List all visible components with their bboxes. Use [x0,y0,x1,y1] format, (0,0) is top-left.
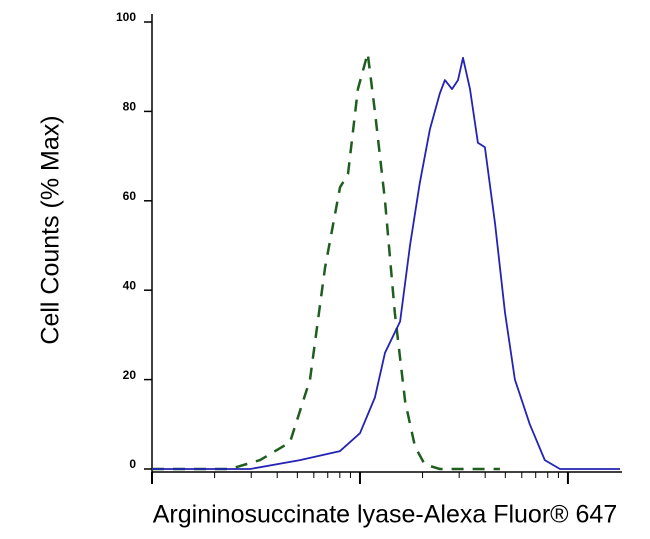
y-tick-label: 80 [123,100,137,114]
y-axis-label: Cell Counts (% Max) [37,115,65,344]
y-tick-label: 0 [129,457,136,471]
y-tick-label: 20 [123,368,137,382]
y-tick-label: 100 [116,10,136,24]
histogram-line [152,52,500,471]
y-tick-label: 40 [123,278,137,292]
histogram-line [152,56,620,470]
y-tick-label: 60 [123,189,137,203]
x-axis-label: Argininosuccinate lyase-Alexa Fluor® 647 [153,501,618,529]
